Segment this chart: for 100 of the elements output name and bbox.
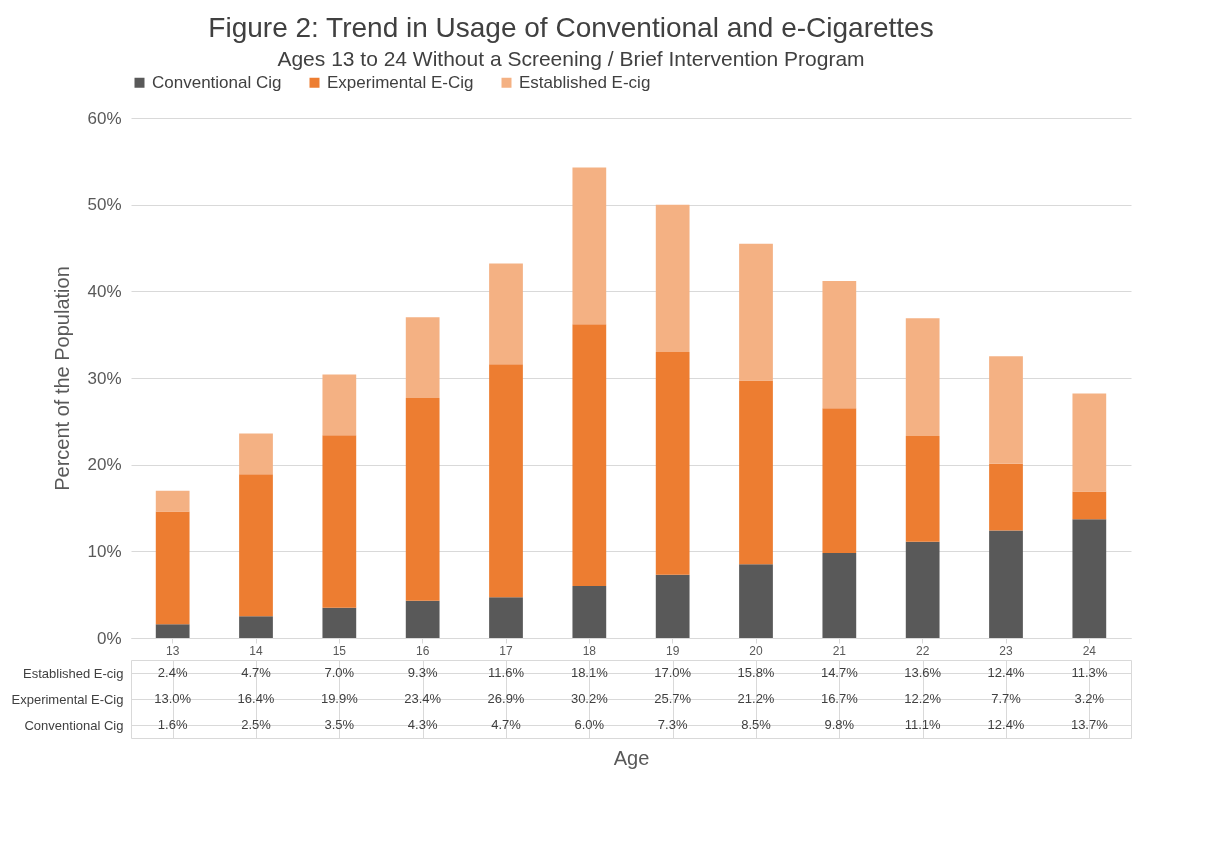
data-label: 16.4% <box>237 691 275 706</box>
bar <box>239 474 273 617</box>
data-label: 16.7% <box>820 691 859 706</box>
x-tick-label: 13 <box>165 643 180 658</box>
bar <box>655 204 690 352</box>
bar <box>155 490 190 512</box>
bar <box>822 553 857 638</box>
bar <box>489 263 523 365</box>
bar <box>989 530 1023 638</box>
bar <box>905 318 940 437</box>
data-label: 19.9% <box>320 691 359 706</box>
data-label: 1.6% <box>157 717 188 732</box>
x-tick-label: 24 <box>1082 643 1097 658</box>
bar <box>489 364 523 598</box>
bar <box>155 624 190 638</box>
data-label: 13.7% <box>1070 717 1109 732</box>
x-tick-label: 15 <box>332 643 347 658</box>
bar <box>572 324 607 586</box>
bar <box>739 243 773 381</box>
bar <box>405 600 440 638</box>
data-label: 12.4% <box>987 717 1025 732</box>
data-label: 2.5% <box>241 717 272 732</box>
data-label: 8.5% <box>741 717 772 732</box>
bar <box>239 616 273 638</box>
data-label: 17.0% <box>654 665 692 680</box>
data-label: 6.0% <box>574 717 605 732</box>
y-axis-title: Percent of the Population <box>51 266 74 491</box>
data-label: 13.0% <box>154 691 192 706</box>
bar <box>405 317 440 398</box>
y-tick-label: 60% <box>87 108 122 128</box>
data-label: 3.2% <box>1074 691 1105 706</box>
bar <box>1072 519 1107 638</box>
data-label: 30.2% <box>570 691 609 706</box>
x-tick-label: 23 <box>999 643 1013 658</box>
bar <box>989 463 1023 531</box>
bar <box>322 607 357 638</box>
chart-title: Figure 2: Trend in Usage of Conventional and e-Cigarettes <box>208 12 934 43</box>
legend-label: Established E-cig <box>519 72 651 92</box>
bar <box>322 435 357 608</box>
bar <box>1072 393 1107 492</box>
data-label: 18.1% <box>570 665 609 680</box>
text: Experimental E-Cig <box>11 691 124 707</box>
data-label: 7.3% <box>657 717 688 732</box>
data-label: 23.4% <box>404 691 442 706</box>
bar <box>739 564 773 638</box>
bar <box>822 280 857 409</box>
bar <box>905 541 940 638</box>
x-tick-label: 20 <box>749 643 763 658</box>
y-tick-label: 30% <box>87 368 122 388</box>
bar <box>1072 491 1107 520</box>
bar <box>572 586 607 638</box>
bar <box>322 374 357 436</box>
text: Established E-cig <box>23 665 124 681</box>
bar <box>905 436 940 542</box>
x-axis-title: Age <box>613 746 650 769</box>
x-tick-label: 22 <box>915 643 930 658</box>
x-tick-label: 21 <box>832 643 847 658</box>
bar <box>155 511 190 625</box>
data-label: 3.5% <box>324 717 355 732</box>
bar <box>989 356 1023 464</box>
x-tick-label: 18 <box>582 643 597 658</box>
data-label: 25.7% <box>654 691 692 706</box>
x-tick-label: 14 <box>249 643 263 658</box>
bar <box>655 574 690 638</box>
data-label: 12.4% <box>987 665 1025 680</box>
chart-subtitle: Ages 13 to 24 Without a Screening / Brief Intervention Program <box>277 47 865 70</box>
data-label: 9.8% <box>824 717 855 732</box>
x-tick-label: 19 <box>665 643 680 658</box>
data-label: 4.3% <box>407 717 438 732</box>
y-tick-label: 10% <box>87 541 122 561</box>
bar <box>655 352 690 575</box>
bar <box>739 380 773 565</box>
data-label: 12.2% <box>904 691 942 706</box>
bar <box>572 167 607 325</box>
data-label: 9.3% <box>407 665 438 680</box>
bar <box>822 408 857 554</box>
y-tick-label: 0% <box>96 628 122 648</box>
data-label: 11.1% <box>904 717 942 732</box>
bar <box>489 597 523 638</box>
data-label: 11.6% <box>488 665 525 680</box>
bar <box>405 397 440 601</box>
x-tick-label: 17 <box>499 643 513 658</box>
data-label: 4.7% <box>491 717 522 732</box>
legend-label: Conventional Cig <box>152 72 282 92</box>
data-label: 15.8% <box>737 665 775 680</box>
y-tick-label: 40% <box>87 281 122 301</box>
data-label: 13.6% <box>904 665 942 680</box>
data-label: 4.7% <box>241 665 272 680</box>
y-tick-label: 20% <box>87 455 122 475</box>
data-label: 21.2% <box>737 691 775 706</box>
data-label: 2.4% <box>157 665 188 680</box>
data-label: 7.0% <box>324 665 355 680</box>
x-tick-label: 16 <box>415 643 430 658</box>
bar <box>239 433 273 475</box>
data-label: 11.3% <box>1071 665 1108 680</box>
data-label: 26.9% <box>487 691 525 706</box>
text: Conventional Cig <box>24 717 124 733</box>
data-label: 7.7% <box>991 691 1022 706</box>
legend-label: Experimental E-Cig <box>327 72 474 92</box>
data-label: 14.7% <box>820 665 859 680</box>
